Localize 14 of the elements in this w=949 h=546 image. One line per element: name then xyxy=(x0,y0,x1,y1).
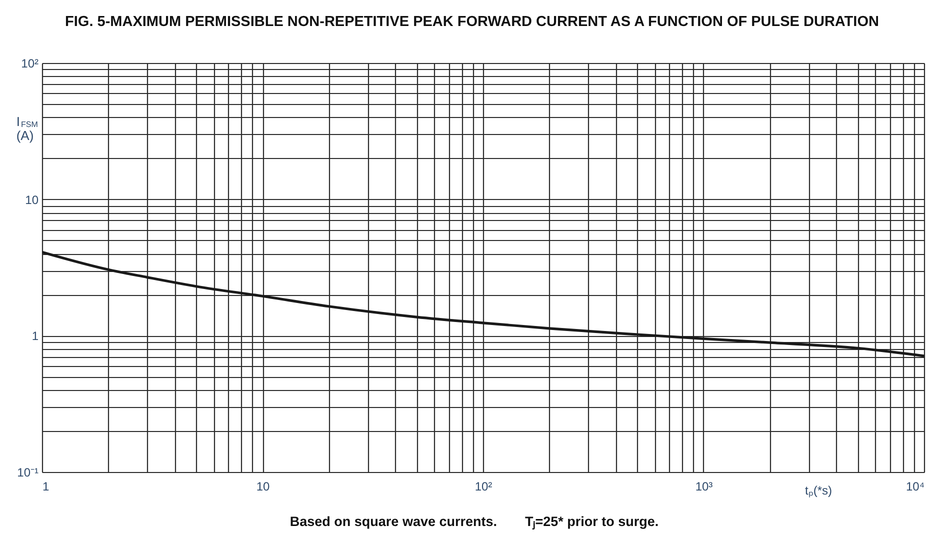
text: Based on square wave currents. xyxy=(290,514,497,529)
y-tick-label: 10² xyxy=(21,56,39,70)
x-tick-label: 1 xyxy=(42,480,50,494)
chart-title: FIG. 5-MAXIMUM PERMISSIBLE NON-REPETITIVE PEAK FORWARD CURRENT AS A FUNCTION OF PULSE DURATION xyxy=(65,14,879,30)
x-tick-label: 10³ xyxy=(695,480,713,494)
y-axis-title: IFSM (A) xyxy=(16,114,38,143)
y-tick-label: 10 xyxy=(25,192,39,207)
x-tick-label: 10 xyxy=(256,480,270,494)
y-tick-label: 1 xyxy=(32,329,39,344)
x-axis-title: tₚ(*s) xyxy=(805,484,832,498)
x-tick-label: 10² xyxy=(474,480,492,494)
x-tick-label: 10⁴ xyxy=(906,480,924,494)
y-tick-label: 10⁻¹ xyxy=(17,466,39,480)
text: Tⱼ=25* prior to surge. xyxy=(525,514,659,530)
